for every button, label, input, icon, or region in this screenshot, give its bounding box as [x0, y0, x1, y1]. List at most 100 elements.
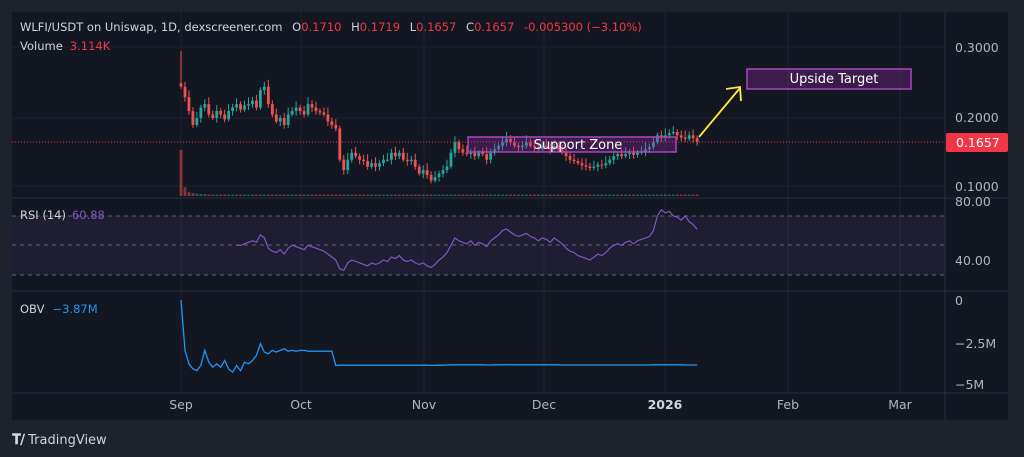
volume-bar [243, 194, 246, 196]
candle-body [632, 152, 635, 155]
candle-body [445, 166, 449, 171]
upside-target-box[interactable] [746, 68, 912, 90]
volume-bar [358, 194, 362, 196]
support-zone-annotation[interactable]: Support Zone [467, 136, 677, 153]
volume-bar [596, 194, 600, 196]
candle-body [413, 159, 417, 167]
upside-target-annotation[interactable]: Upside Target [746, 68, 912, 90]
high-value: 0.1719 [360, 20, 400, 34]
volume-bar [517, 194, 520, 196]
candle-body [517, 145, 520, 148]
candle-body [255, 100, 258, 108]
candle-body [231, 107, 235, 112]
candle-body [485, 154, 489, 160]
volume-bar [521, 194, 524, 196]
candle-body [564, 152, 568, 157]
volume-bar [604, 194, 608, 196]
volume-bar [532, 194, 536, 196]
volume-bar [588, 194, 592, 196]
candle-body [636, 152, 639, 155]
arrow-icon[interactable] [698, 85, 742, 138]
time-tick: Sep [169, 397, 193, 412]
volume-bar [266, 194, 270, 196]
candle-body [183, 86, 187, 98]
volume-bar [445, 194, 449, 196]
candle-body [366, 161, 369, 167]
volume-bar [493, 194, 497, 196]
open-value: 0.1710 [301, 20, 341, 34]
volume-bar [294, 194, 298, 196]
candle-body [624, 154, 628, 157]
volume-bar [667, 194, 671, 196]
tradingview-logo[interactable]: 𝐓∕ TradingView [12, 432, 107, 448]
last-price-badge [946, 133, 1008, 152]
candle-body [481, 152, 485, 155]
candle-body [576, 161, 580, 164]
volume-bar [528, 194, 532, 196]
candle-body [604, 163, 608, 166]
volume-bar [671, 194, 675, 196]
candle-body [382, 159, 385, 164]
candle-body [620, 154, 624, 157]
candle-body [437, 173, 441, 178]
price-tick: 0.2000 [955, 110, 999, 125]
volume-bar [370, 194, 373, 196]
candle-body [695, 138, 699, 142]
volume-bar [497, 194, 500, 196]
volume-bar [425, 194, 429, 196]
candle-body [282, 118, 286, 125]
volume-bar [401, 194, 405, 196]
candle-body [433, 177, 437, 181]
volume-bar [663, 194, 667, 196]
rsi-tick: 80.00 [955, 194, 991, 209]
candle-body [469, 152, 473, 155]
legend-main: WLFI/USDT on Uniswap, 1D, dexscreener.co… [20, 20, 642, 34]
volume-bar [179, 150, 183, 196]
upside-target-label: Upside Target [790, 72, 879, 87]
volume-bar [675, 194, 679, 196]
candle-body [536, 147, 540, 150]
candle-body [207, 104, 211, 115]
support-zone-box[interactable] [467, 136, 677, 153]
candle-body [219, 111, 223, 115]
candle-body [215, 111, 219, 118]
candle-body [505, 138, 508, 143]
candle-body [568, 156, 572, 160]
volume-bar [393, 194, 397, 196]
volume-bar [290, 194, 294, 196]
volume-bar [691, 194, 695, 196]
candle-body [397, 152, 401, 157]
obv-tick: −2.5M [955, 336, 996, 351]
candle-body [223, 114, 227, 120]
volume-bar [620, 194, 624, 196]
candle-body [195, 118, 199, 125]
volume-bar [227, 194, 231, 196]
volume-bar [251, 194, 254, 196]
low-value: 0.1657 [416, 20, 456, 34]
tradingview-brand: TradingView [28, 432, 107, 448]
change-value: -0.005300 (−3.10%) [524, 20, 642, 34]
volume-bar [465, 194, 469, 196]
candle-body [235, 104, 238, 108]
volume-bar [298, 194, 302, 196]
volume-bar [560, 194, 564, 196]
candle-body [656, 135, 659, 143]
candle-body [477, 152, 481, 157]
volume-bar [378, 194, 381, 196]
volume-bar [477, 194, 481, 196]
time-axis[interactable]: Sep Oct Nov Dec 2026 Feb Mar [169, 397, 912, 412]
candle-body [314, 107, 318, 112]
volume-bar [390, 194, 393, 196]
volume-bar [513, 194, 516, 196]
volume-bar [274, 194, 278, 196]
candle-body [513, 142, 516, 146]
volume-bar [374, 194, 377, 196]
candle-body [465, 152, 469, 155]
obv-legend: OBV −3.87M [20, 302, 98, 316]
candle-body [330, 121, 334, 125]
obv-value: −3.87M [52, 302, 97, 316]
candle-body [362, 159, 366, 162]
volume-bar [433, 194, 437, 196]
rsi-line [236, 208, 698, 272]
